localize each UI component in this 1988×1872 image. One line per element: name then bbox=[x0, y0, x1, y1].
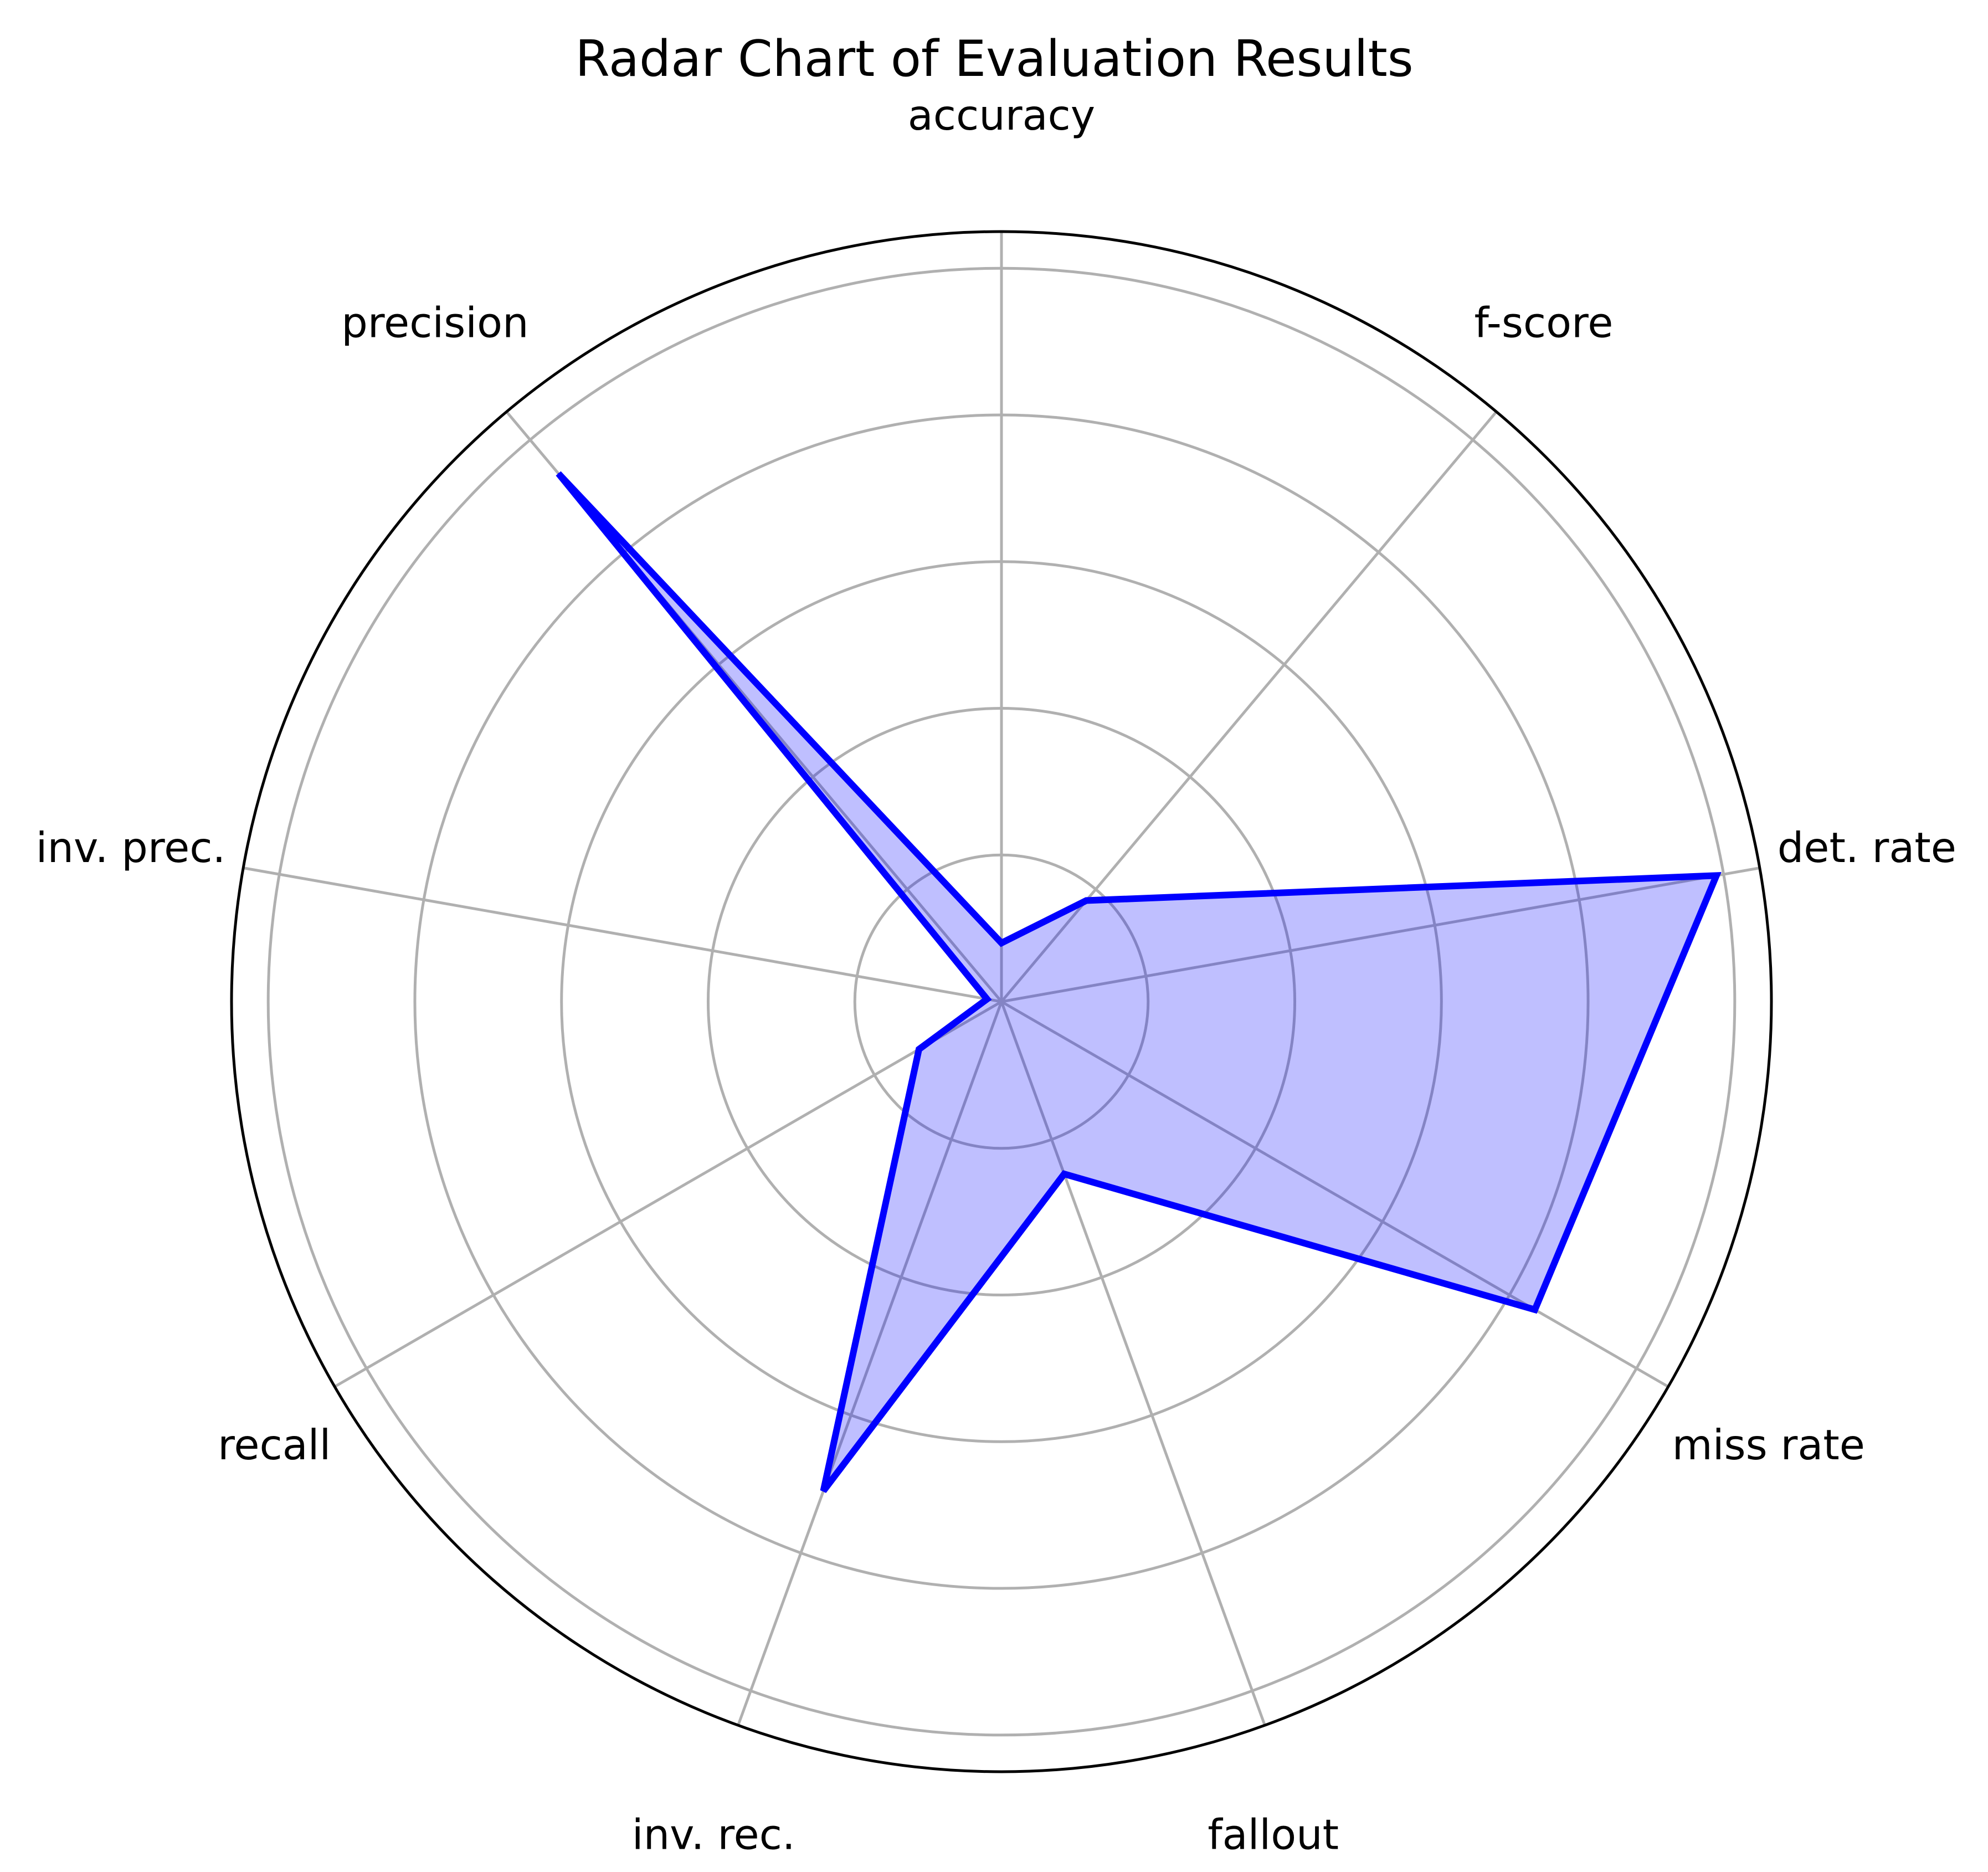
axis-label-det-rate: det. rate bbox=[1778, 823, 1956, 872]
spoke-6 bbox=[333, 1000, 1003, 1388]
axis-label-precision: precision bbox=[341, 298, 528, 347]
data-point-accuracy bbox=[1001, 942, 1002, 944]
data-point-inv-prec bbox=[986, 998, 988, 1000]
chart-title: Radar Chart of Evaluation Results bbox=[575, 30, 1413, 88]
spoke-2 bbox=[1001, 866, 1760, 1003]
data-point-det-rate bbox=[1715, 875, 1717, 876]
axis-label-inv-prec: inv. prec. bbox=[36, 823, 226, 872]
data-point-precision bbox=[558, 473, 559, 474]
spoke-5 bbox=[737, 1001, 1003, 1726]
radar-series bbox=[556, 471, 1722, 1493]
data-point-inv-rec bbox=[823, 1490, 824, 1492]
data-point-recall bbox=[918, 1049, 919, 1050]
axis-label-f-score: f-score bbox=[1474, 298, 1613, 347]
spoke-4 bbox=[1000, 1001, 1266, 1726]
data-point-miss-rate bbox=[1534, 1309, 1536, 1310]
series-fill-0 bbox=[558, 473, 1717, 1491]
series-line-0 bbox=[556, 471, 1722, 1493]
axis-label-inv-rec: inv. rec. bbox=[632, 1811, 795, 1859]
polar-frame bbox=[230, 230, 1773, 1773]
data-point-fallout bbox=[1064, 1173, 1065, 1175]
data-point-f-score bbox=[1086, 900, 1087, 901]
axis-label-fallout: fallout bbox=[1208, 1811, 1339, 1859]
axis-label-recall: recall bbox=[218, 1420, 331, 1469]
axis-label-accuracy: accuracy bbox=[908, 91, 1095, 140]
radar-axis-labels: accuracy f-score det. rate miss rate fallout… bbox=[36, 91, 1956, 1859]
radar-grid bbox=[230, 230, 1773, 1773]
spoke-7 bbox=[243, 866, 1002, 1003]
axis-label-miss-rate: miss rate bbox=[1672, 1420, 1865, 1469]
spoke-3 bbox=[1000, 1000, 1669, 1388]
